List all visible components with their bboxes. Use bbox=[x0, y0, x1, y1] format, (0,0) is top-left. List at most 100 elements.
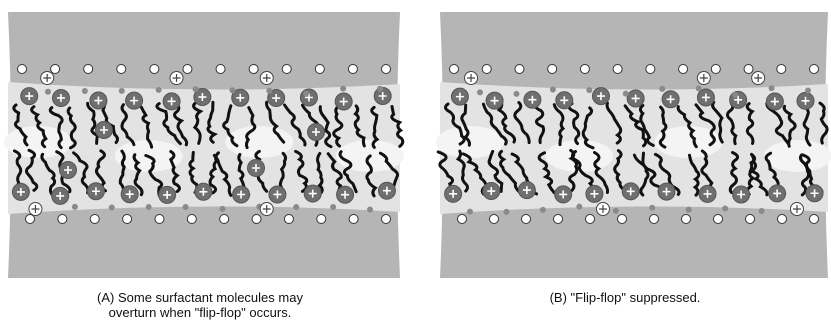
counterion-icon bbox=[514, 64, 525, 74]
small-ion-dot-icon bbox=[192, 86, 199, 93]
counterion-icon bbox=[645, 64, 656, 74]
hydrocarbon-tail-icon bbox=[567, 102, 581, 146]
counterion-icon bbox=[710, 64, 721, 74]
plus-sign-icon bbox=[490, 96, 499, 105]
counterion-icon bbox=[122, 214, 133, 224]
counterion-icon bbox=[186, 214, 197, 224]
plus-sign-icon bbox=[199, 187, 208, 196]
hydrocarbon-tail-icon bbox=[318, 105, 333, 149]
hydrocarbon-tail-icon bbox=[444, 102, 466, 146]
hydrocarbon-tail-icon bbox=[155, 102, 182, 146]
hydrocarbon-tail-icon bbox=[332, 104, 344, 148]
counterion-icon bbox=[248, 64, 259, 74]
small-ion-dot-icon bbox=[182, 204, 189, 211]
plus-sign-icon bbox=[754, 74, 763, 82]
counterion-icon bbox=[17, 64, 27, 74]
plus-sign-icon bbox=[801, 96, 810, 105]
bilayer-region bbox=[440, 82, 828, 214]
counterion-icon bbox=[116, 64, 127, 74]
plus-sign-icon bbox=[91, 187, 100, 196]
counterion-icon bbox=[83, 64, 94, 74]
plus-sign-icon bbox=[272, 94, 281, 103]
hydrocarbon-tail-icon bbox=[745, 102, 755, 145]
counterion-icon bbox=[521, 214, 531, 224]
core-highlight bbox=[764, 140, 831, 172]
counterion-icon bbox=[381, 64, 391, 74]
hydrocarbon-tail-icon bbox=[72, 151, 90, 195]
hydrocarbon-tail-icon bbox=[294, 149, 309, 193]
small-ion-dot-icon bbox=[330, 203, 337, 210]
hydrocarbon-tail-icon bbox=[192, 101, 204, 145]
hydrocarbon-tail-icon bbox=[168, 150, 181, 193]
counterion-icon bbox=[57, 214, 68, 224]
plus-sign-icon bbox=[467, 74, 476, 82]
hydrocarbon-tail-icon bbox=[782, 104, 797, 148]
hydrocarbon-tail-icon bbox=[436, 150, 455, 194]
counterion-icon bbox=[745, 214, 755, 224]
counterion-icon bbox=[251, 214, 262, 224]
hydrocarbon-tail-icon bbox=[30, 105, 48, 149]
plus-sign-icon bbox=[455, 92, 464, 101]
core-highlight bbox=[654, 126, 723, 158]
small-ion-dot-icon bbox=[340, 85, 347, 92]
hydrocarbon-tail-icon bbox=[513, 101, 531, 145]
small-ion-dot-icon bbox=[513, 90, 520, 97]
plus-sign-icon bbox=[172, 74, 181, 82]
counterion-icon bbox=[777, 214, 787, 224]
counterion-icon bbox=[681, 214, 691, 224]
counterion-icon bbox=[281, 64, 292, 74]
hydrocarbon-tail-icon bbox=[581, 106, 595, 150]
plus-sign-icon bbox=[666, 95, 675, 104]
hydrocarbon-tail-icon bbox=[605, 101, 623, 145]
counterion-icon bbox=[649, 214, 659, 224]
counterion-icon bbox=[585, 214, 595, 224]
plus-sign-icon bbox=[198, 93, 207, 102]
hydrocarbon-tail-icon bbox=[748, 153, 769, 197]
panel-a bbox=[4, 12, 405, 278]
hydrocarbon-tail-icon bbox=[316, 152, 324, 196]
small-ion-dot-icon bbox=[549, 86, 556, 93]
plus-sign-icon bbox=[378, 92, 387, 101]
counterion-icon bbox=[612, 64, 623, 74]
core-highlight bbox=[545, 140, 614, 172]
counterion-icon bbox=[219, 214, 230, 224]
small-ion-dot-icon bbox=[477, 89, 483, 96]
counterion-icon bbox=[50, 64, 61, 74]
hydrocarbon-tail-icon bbox=[245, 106, 257, 150]
plus-sign-icon bbox=[163, 190, 172, 199]
hydrocarbon-tail-icon bbox=[641, 151, 665, 195]
hydrocarbon-tail-icon bbox=[222, 104, 239, 148]
counterion-icon bbox=[481, 64, 492, 74]
plus-sign-icon bbox=[626, 187, 635, 196]
plus-sign-icon bbox=[792, 205, 801, 213]
small-ion-dot-icon bbox=[539, 206, 546, 213]
hydrocarbon-tail-icon bbox=[552, 103, 566, 147]
counterion-icon bbox=[215, 64, 226, 74]
hydrocarbon-tail-icon bbox=[144, 154, 164, 197]
plus-sign-icon bbox=[308, 189, 317, 198]
counterion-icon bbox=[449, 64, 459, 74]
hydrocarbon-tail-icon bbox=[728, 151, 740, 194]
counterion-icon bbox=[617, 214, 627, 224]
hydrocarbon-tail-icon bbox=[658, 105, 668, 149]
small-ion-dot-icon bbox=[622, 90, 629, 97]
hydrocarbon-tail-icon bbox=[390, 104, 405, 148]
plus-sign-icon bbox=[699, 74, 708, 82]
counterion-icon bbox=[809, 64, 819, 74]
counterion-icon bbox=[743, 64, 754, 74]
small-ion-dot-icon bbox=[303, 90, 310, 97]
plus-sign-icon bbox=[312, 128, 320, 136]
hydrocarbon-tail-icon bbox=[496, 100, 517, 144]
hydrocarbon-tail-icon bbox=[460, 103, 471, 147]
small-ion-dot-icon bbox=[293, 204, 300, 211]
hydrocarbon-tail-icon bbox=[700, 149, 716, 193]
counterion-icon bbox=[809, 214, 819, 224]
plus-sign-icon bbox=[810, 189, 819, 198]
hydrocarbon-tail-icon bbox=[818, 101, 829, 145]
plus-sign-icon bbox=[734, 95, 743, 104]
plus-sign-icon bbox=[703, 189, 712, 198]
hydrocarbon-tail-icon bbox=[265, 100, 286, 144]
hydrocarbon-tail-icon bbox=[278, 151, 288, 195]
plus-sign-icon bbox=[596, 92, 605, 101]
